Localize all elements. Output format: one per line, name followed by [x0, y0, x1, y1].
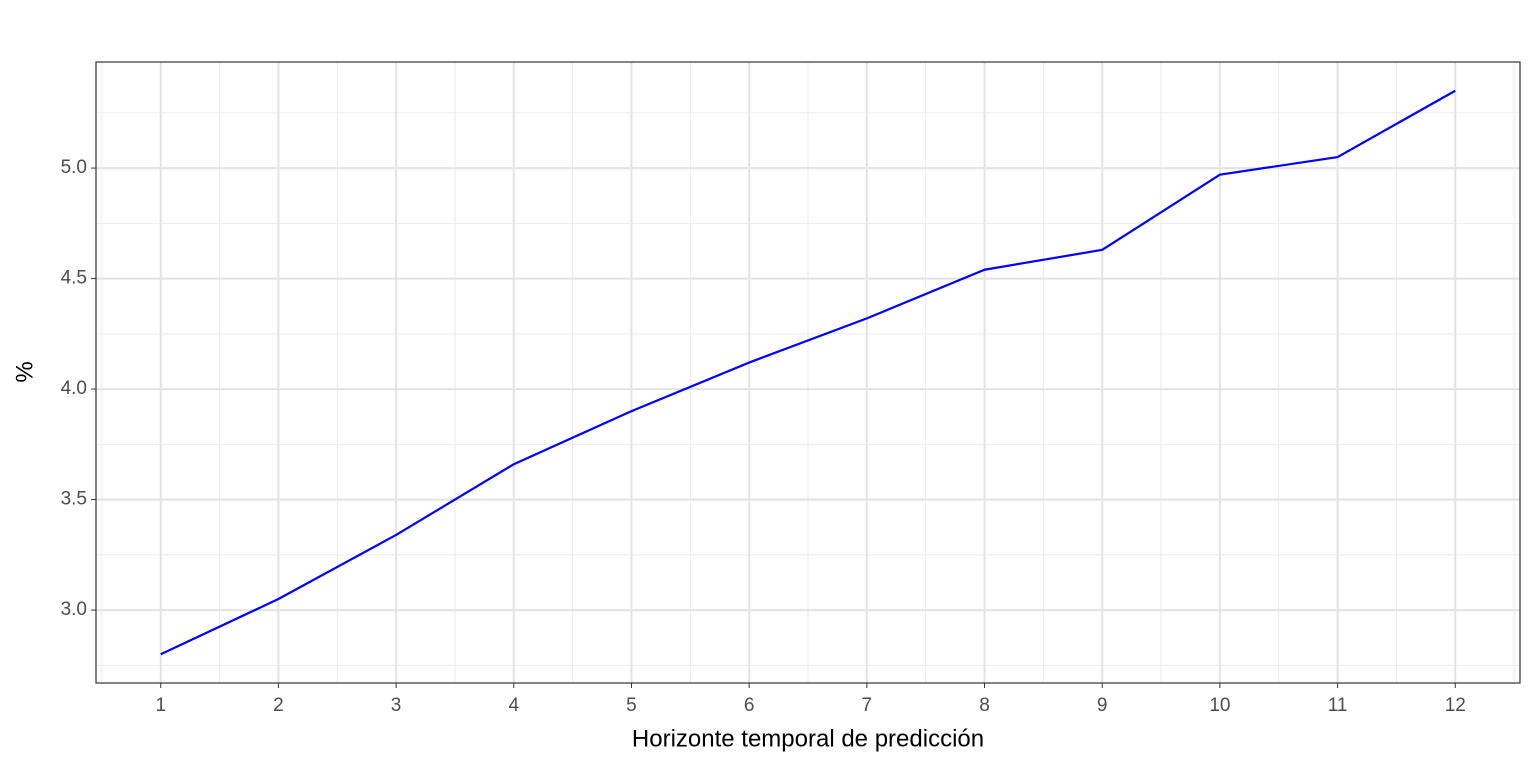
y-tick-label: 4.0 [61, 378, 87, 399]
x-tick-label: 12 [1445, 695, 1466, 716]
line [160, 89, 1456, 656]
x-tick-label: 4 [508, 695, 519, 716]
x-tick-label: 6 [744, 695, 755, 716]
x-tick-label: 5 [626, 695, 637, 716]
y-axis-title: % [11, 361, 38, 382]
x-tick-label: 3 [391, 695, 402, 716]
x-tick-label: 9 [1097, 695, 1108, 716]
x-tick-label: 8 [979, 695, 990, 716]
y-tick-label: 3.5 [61, 489, 87, 510]
x-tick-label: 2 [273, 695, 284, 716]
y-tick-label: 5.0 [61, 157, 87, 178]
x-tick-label: 11 [1328, 695, 1348, 716]
y-tick-label: 3.0 [61, 599, 87, 620]
x-tick-label: 1 [155, 695, 166, 716]
x-tick-label: 10 [1209, 695, 1230, 716]
panel-border [95, 61, 1521, 684]
y-tick-label: 4.5 [61, 268, 87, 289]
x-axis-title: Horizonte temporal de predicción [632, 725, 984, 752]
x-tick-label: 7 [862, 695, 873, 716]
